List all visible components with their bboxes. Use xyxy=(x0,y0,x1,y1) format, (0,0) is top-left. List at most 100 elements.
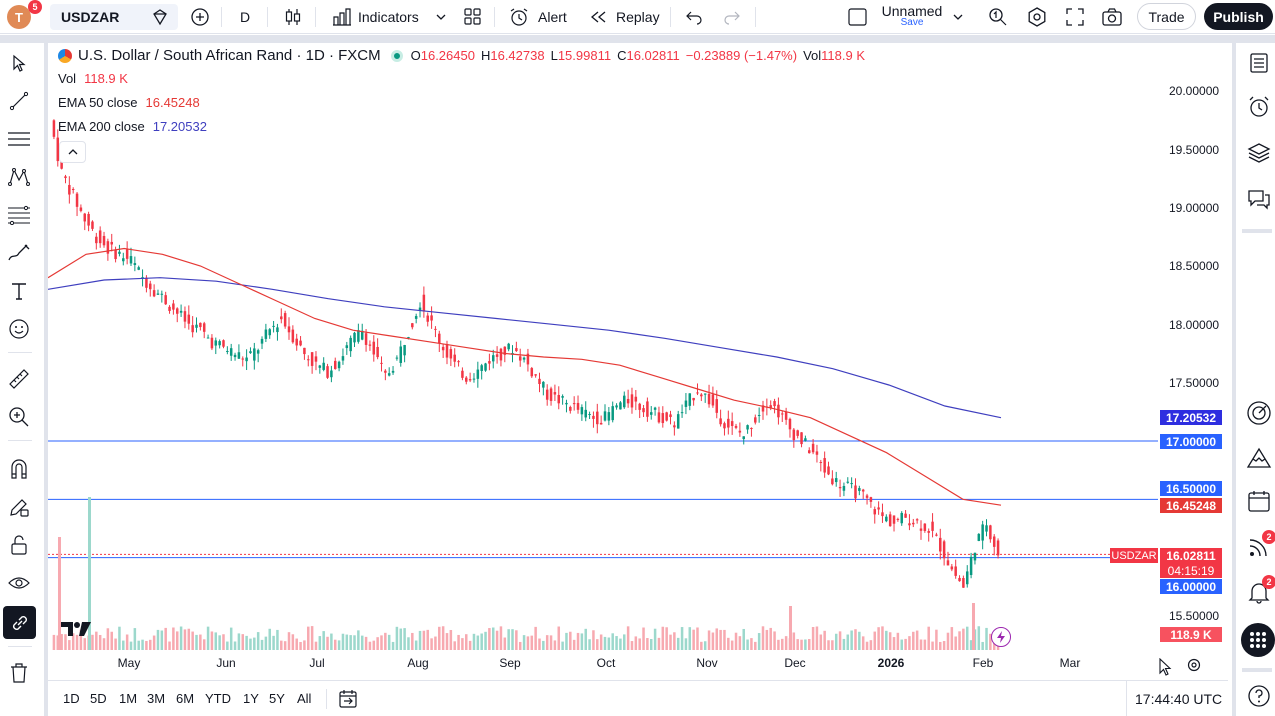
candle-body xyxy=(788,418,792,430)
remove-drawings-tool[interactable] xyxy=(4,658,34,688)
event-lightning-marker[interactable] xyxy=(991,627,1011,647)
ruler-tool[interactable] xyxy=(4,364,34,394)
price-chart[interactable] xyxy=(48,43,1230,680)
redo-icon[interactable] xyxy=(723,9,741,25)
emoji-tool[interactable] xyxy=(4,314,34,344)
volume-bar xyxy=(657,637,661,650)
timeframe-3m[interactable]: 3M xyxy=(147,691,166,706)
alert-button[interactable]: Alert xyxy=(509,0,567,34)
help-button[interactable] xyxy=(1244,681,1274,711)
watchlist-button[interactable] xyxy=(1244,48,1274,78)
pattern-tool[interactable] xyxy=(4,162,34,192)
tradingview-logo[interactable] xyxy=(60,620,92,643)
volume-bar xyxy=(91,634,94,650)
lock-drawings-tool[interactable] xyxy=(4,530,34,560)
stay-drawing-tool[interactable] xyxy=(4,492,34,522)
separator xyxy=(221,7,222,27)
undo-icon[interactable] xyxy=(685,9,703,25)
quick-search-icon[interactable] xyxy=(987,6,1009,28)
date-range-icon[interactable] xyxy=(338,689,358,709)
news-feed-button[interactable] xyxy=(1244,532,1274,562)
chats-button[interactable] xyxy=(1244,185,1274,215)
settings-gear-icon[interactable] xyxy=(1026,6,1048,28)
timeframe-ytd[interactable]: YTD xyxy=(205,691,231,706)
volume-bar xyxy=(580,633,584,650)
timeframe-6m[interactable]: 6M xyxy=(176,691,195,706)
magnet-tool[interactable] xyxy=(4,454,34,484)
timeframe-1y[interactable]: 1Y xyxy=(243,691,259,706)
chevron-down-icon[interactable] xyxy=(953,12,963,22)
candle-body xyxy=(634,396,638,402)
timeframe-all[interactable]: All xyxy=(297,691,312,706)
fullscreen-icon[interactable] xyxy=(1065,7,1085,27)
collapse-legend-button[interactable] xyxy=(59,141,86,163)
volume-bar xyxy=(468,640,472,650)
apps-grid-icon xyxy=(1250,632,1266,648)
text-tool[interactable] xyxy=(4,276,34,306)
ema200-legend[interactable]: EMA 200 close 17.20532 xyxy=(58,119,207,134)
hide-drawings-tool[interactable] xyxy=(4,568,34,598)
utc-clock[interactable]: 17:44:40 UTC xyxy=(1135,691,1223,707)
trend-line-tool[interactable] xyxy=(4,86,34,116)
symbol-search[interactable]: USDZAR xyxy=(50,4,178,30)
candle-body xyxy=(792,429,796,441)
candles-style-icon[interactable] xyxy=(284,7,302,27)
candle-body xyxy=(202,323,206,332)
publish-button[interactable]: Publish xyxy=(1204,3,1273,30)
volume-bar xyxy=(946,632,950,650)
brush-tool[interactable] xyxy=(4,238,34,268)
candle-body xyxy=(125,249,129,259)
add-symbol-icon[interactable] xyxy=(190,7,210,27)
volume-bar xyxy=(869,640,873,650)
candle-body xyxy=(307,359,310,361)
timeframe-1m[interactable]: 1M xyxy=(119,691,138,706)
chevron-down-icon[interactable] xyxy=(436,12,446,22)
volume-bar xyxy=(68,640,71,650)
symbol-title[interactable]: U.S. Dollar / South African Rand · 1D · … xyxy=(78,47,381,64)
sync-drawings-tool[interactable] xyxy=(3,606,36,639)
layout-name[interactable]: Unnamed Save xyxy=(881,3,943,28)
candle-body xyxy=(272,325,275,327)
alerts-panel-button[interactable] xyxy=(1244,92,1274,122)
cursor-tool[interactable] xyxy=(4,48,34,78)
indicators-button[interactable]: Indicators xyxy=(332,0,419,34)
trade-button[interactable]: Trade xyxy=(1137,3,1196,30)
volume-bar xyxy=(214,632,218,650)
candle-body xyxy=(811,443,815,453)
interval-selector[interactable]: D xyxy=(240,9,251,25)
calendar-button[interactable] xyxy=(1244,486,1274,516)
layout-checkbox-icon[interactable] xyxy=(848,8,867,26)
layout-grid-icon[interactable] xyxy=(463,7,483,27)
volume-bar xyxy=(418,630,422,650)
volume-bar xyxy=(873,631,877,650)
fib-tool[interactable] xyxy=(4,200,34,230)
camera-icon[interactable] xyxy=(1101,7,1123,27)
object-tree-button[interactable] xyxy=(1244,138,1274,168)
volume-bar xyxy=(133,628,137,650)
ema50-legend[interactable]: EMA 50 close 16.45248 xyxy=(58,95,200,110)
tv-logo-icon xyxy=(61,622,91,636)
volume-bar xyxy=(781,638,784,650)
candle-body xyxy=(345,345,349,349)
volume-legend[interactable]: Vol 118.9 K xyxy=(58,71,128,86)
user-avatar[interactable]: T xyxy=(7,5,31,29)
candle-body xyxy=(684,400,688,407)
zoom-tool[interactable] xyxy=(4,402,34,432)
volume-bar xyxy=(935,629,938,650)
chart-settings-icon[interactable] xyxy=(1186,657,1202,673)
horizontal-lines-tool[interactable] xyxy=(4,124,34,154)
ema200-price-tag: 17.20532 xyxy=(1160,410,1222,425)
timeframe-5y[interactable]: 5Y xyxy=(269,691,285,706)
timeframe-1d[interactable]: 1D xyxy=(63,691,80,706)
replay-button[interactable]: Replay xyxy=(590,0,660,34)
candle-body xyxy=(958,577,961,582)
volume-bar xyxy=(307,626,310,650)
screener-button[interactable] xyxy=(1244,398,1274,428)
volume-bar xyxy=(757,633,761,650)
timeframe-5d[interactable]: 5D xyxy=(90,691,107,706)
candle-body xyxy=(268,329,271,336)
separator xyxy=(755,7,756,27)
apps-button[interactable] xyxy=(1241,623,1275,657)
ideas-button[interactable] xyxy=(1244,443,1274,473)
compare-icon[interactable] xyxy=(151,8,169,26)
